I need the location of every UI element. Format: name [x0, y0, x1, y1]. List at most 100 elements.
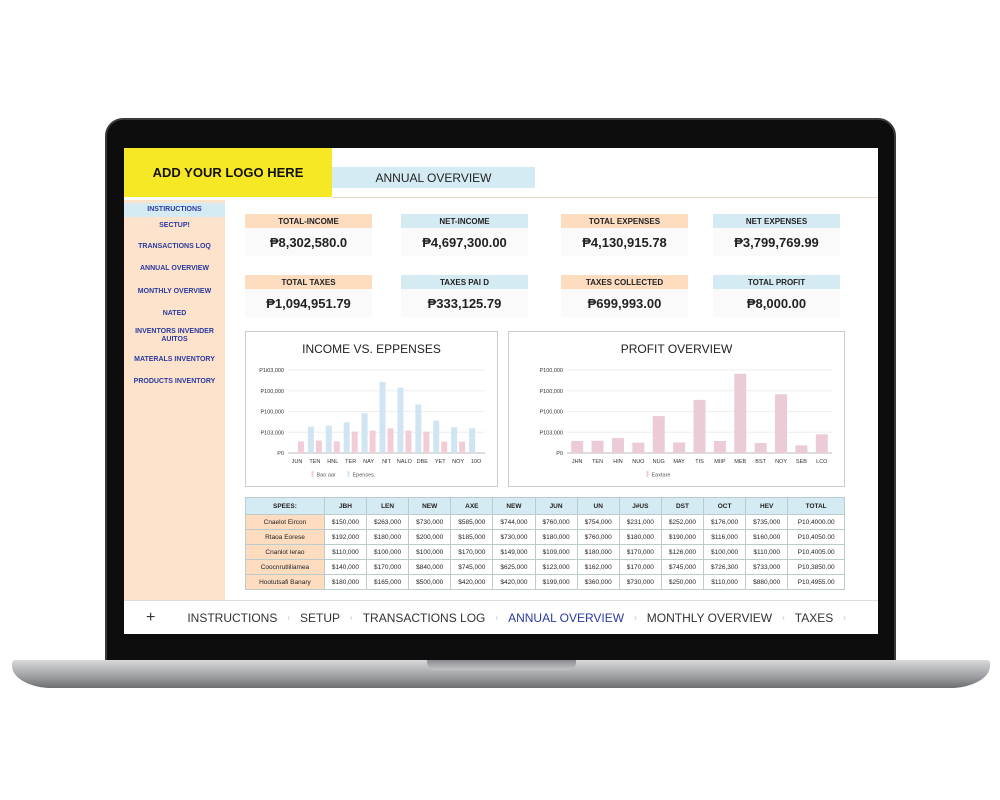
- tab-annual-overview[interactable]: ANNUAL OVERVIEW: [508, 610, 625, 625]
- table-row: Coocnrutliliamea $140,000 $170,000 $840,000…: [245, 559, 845, 575]
- kpi-card: TOTAL EXPENSES ₱4,130,915.78: [561, 214, 688, 256]
- table-cell: $110,000: [323, 544, 368, 560]
- table-cell: $252,000: [660, 514, 705, 530]
- table-row: Hootutsafi Banary $180,000 $165,000 $500,00…: [245, 574, 845, 590]
- kpi-label: TOTAL-INCOME: [245, 214, 372, 228]
- tab-taxes[interactable]: TAXES: [794, 610, 834, 625]
- table-cell: $176,000: [703, 514, 747, 530]
- column-header: SPEES:: [245, 497, 325, 515]
- sidebar-item[interactable]: MONTHLY OVERVIEW: [137, 288, 212, 295]
- x-tick-label: LCO: [816, 459, 828, 465]
- x-tick-label: NAY: [363, 459, 374, 465]
- column-header: OCT: [703, 497, 747, 515]
- table-cell: P10,4050.00: [787, 529, 845, 545]
- table-cell: $730,000: [408, 514, 452, 530]
- legend-swatch: [311, 471, 314, 477]
- y-tick-label: P100,000: [539, 389, 563, 395]
- bar-epenses-: [451, 427, 458, 453]
- table-cell: P10,4005.00: [787, 544, 845, 560]
- table-cell: P10,3850.00: [787, 559, 845, 575]
- sidebar-item[interactable]: INSTIRUCTIONS: [124, 203, 225, 217]
- sidebar-item[interactable]: TRANSACTIONS LOQ: [138, 243, 211, 250]
- x-tick-label: NUO: [632, 459, 645, 465]
- sidebar-item[interactable]: SECTUP!: [159, 222, 190, 229]
- table-cell: $180,000: [323, 574, 368, 590]
- x-tick-label: HNL: [327, 459, 338, 465]
- table-cell: $180,000: [576, 544, 620, 560]
- logo-placeholder: ADD YOUR LOGO HERE: [124, 148, 332, 197]
- bar-epenses-: [307, 426, 314, 453]
- tab-transactions-log[interactable]: TRANSACTIONS LOG: [362, 610, 486, 625]
- bar-eaxtare: [632, 442, 645, 453]
- table-cell: $585,000: [450, 514, 494, 530]
- tab-menu-chevron-icon[interactable]: ‹: [782, 613, 785, 622]
- tab-monthly-overview[interactable]: MONTHLY OVERVIEW: [646, 610, 773, 625]
- kpi-label: TOTAL PROFIT: [713, 275, 840, 289]
- y-tick-label: P0: [277, 451, 284, 457]
- legend-swatch: [347, 471, 350, 477]
- x-tick-label: TEN: [309, 459, 320, 465]
- table-cell: $199,000: [534, 574, 578, 590]
- kpi-card: TOTAL-INCOME ₱8,302,580.0: [245, 214, 372, 256]
- kpi-value: ₱4,697,300.00: [401, 228, 528, 256]
- kpi-value: ₱699,993.00: [561, 289, 688, 317]
- column-header: LEN: [366, 497, 410, 515]
- bar-epenses-: [361, 413, 368, 453]
- table-cell: $733,000: [745, 559, 789, 575]
- tab-menu-chevron-icon[interactable]: ‹: [843, 613, 846, 622]
- y-tick-label: P1i03,000: [259, 368, 284, 374]
- bar-eaxtare: [693, 399, 706, 453]
- bar-eaxtare: [734, 373, 747, 453]
- tab-menu-chevron-icon[interactable]: ‹: [287, 613, 291, 622]
- column-header: TOTAL: [787, 497, 845, 515]
- kpi-label: TAXES PAI D: [401, 275, 528, 289]
- table-cell: $200,000: [408, 529, 452, 545]
- tab-setup[interactable]: SETUP: [300, 610, 341, 625]
- divider: [332, 197, 878, 198]
- bar-epenses-: [397, 387, 404, 453]
- kpi-card: NET EXPENSES ₱3,799,769.99: [713, 214, 840, 256]
- table-cell: $500,000: [408, 574, 452, 590]
- column-header: J#US: [618, 497, 662, 515]
- table-cell: $140,000: [323, 559, 368, 575]
- table-cell: $100,000: [408, 544, 452, 560]
- table-cell: $170,000: [618, 544, 662, 560]
- tab-menu-chevron-icon[interactable]: ‹: [634, 613, 637, 622]
- sidebar-item[interactable]: ANNUAL OVERVIEW: [140, 265, 209, 272]
- profit-overview-chart: PROFIT OVERVIEW P0 P103,000 P100,000 P100,0…: [508, 331, 845, 487]
- sidebar-item[interactable]: PRODUCTS INVENTORY: [133, 378, 216, 385]
- table-cell: $160,000: [745, 529, 789, 545]
- bar-eaxtare: [652, 416, 665, 453]
- chart-title: PROFIT OVERVIEW: [620, 342, 733, 356]
- y-tick-label: P0: [556, 451, 563, 457]
- x-tick-label: NUG: [653, 459, 665, 465]
- row-header: Cnanlot Ierao: [245, 544, 325, 560]
- table-cell: $726,300: [703, 559, 747, 575]
- table-cell: $760,000: [576, 529, 620, 545]
- table-cell: $880,000: [745, 574, 789, 590]
- chart-title: INCOME VS. EPPENSES: [302, 342, 441, 356]
- table-cell: $180,000: [366, 529, 410, 545]
- sidebar-item[interactable]: NATED: [162, 310, 187, 317]
- kpi-label: TOTAL TAXES: [245, 275, 372, 289]
- legend-swatch: [646, 471, 649, 477]
- bar-bao-aar: [315, 440, 322, 453]
- x-tick-label: HIN: [613, 459, 623, 465]
- x-tick-label: SEB: [796, 459, 807, 465]
- table-cell: $180,000: [534, 529, 578, 545]
- sidebar-item[interactable]: INVENTORS INVENDER AUITOS: [135, 328, 214, 343]
- tab-instructions[interactable]: INSTRUCTIONS: [187, 610, 278, 625]
- table-cell: $263,000: [366, 514, 410, 530]
- tab-menu-chevron-icon[interactable]: ‹: [350, 613, 353, 622]
- sidebar-item[interactable]: MATERALS INVENTORY: [134, 356, 215, 363]
- tab-menu-chevron-icon[interactable]: ‹: [495, 613, 499, 622]
- x-tick-label: 10O: [471, 459, 482, 465]
- table-cell: $180,000: [618, 529, 662, 545]
- bar-eaxtare: [673, 442, 686, 453]
- table-cell: $100,000: [366, 544, 410, 560]
- bar-eaxtare: [611, 438, 624, 453]
- bar-eaxtare: [775, 394, 788, 453]
- table-cell: $735,000: [745, 514, 789, 530]
- add-sheet-button[interactable]: +: [146, 608, 156, 626]
- kpi-card: TAXES PAI D ₱333,125.79: [401, 275, 528, 317]
